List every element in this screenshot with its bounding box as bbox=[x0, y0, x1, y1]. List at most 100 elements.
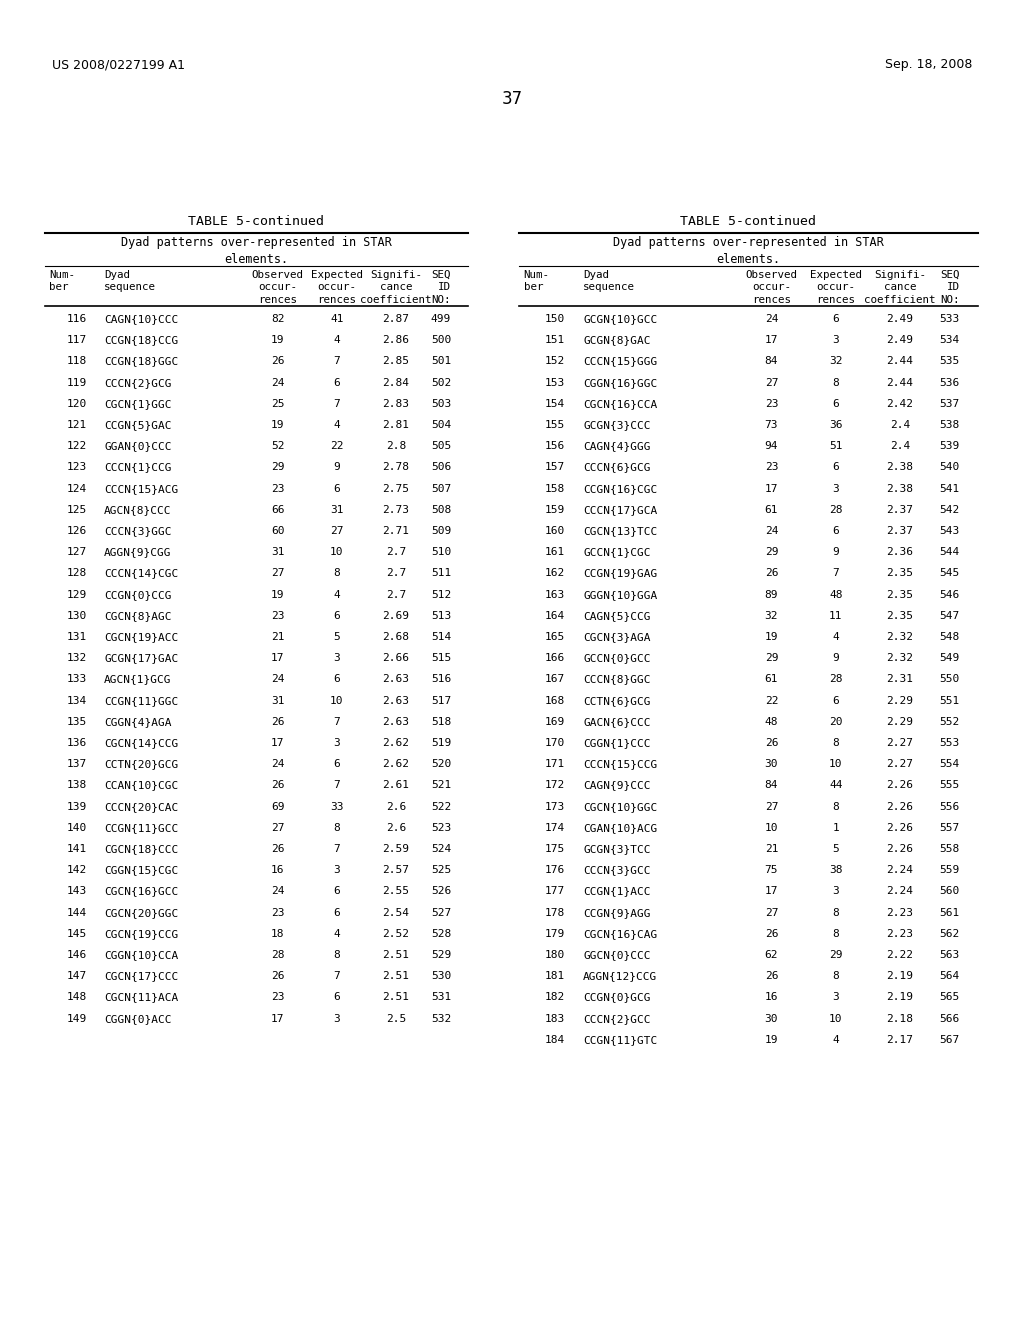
Text: 558: 558 bbox=[939, 843, 959, 854]
Text: 119: 119 bbox=[67, 378, 87, 388]
Text: CGCN{17}CCC: CGCN{17}CCC bbox=[104, 972, 178, 981]
Text: 33: 33 bbox=[330, 801, 344, 812]
Text: 5: 5 bbox=[833, 843, 839, 854]
Text: 1: 1 bbox=[833, 822, 839, 833]
Text: 531: 531 bbox=[431, 993, 452, 1002]
Text: 27: 27 bbox=[765, 801, 778, 812]
Text: 167: 167 bbox=[545, 675, 565, 684]
Text: 2.51: 2.51 bbox=[383, 972, 410, 981]
Text: 24: 24 bbox=[271, 378, 285, 388]
Text: 122: 122 bbox=[67, 441, 87, 451]
Text: 546: 546 bbox=[939, 590, 959, 599]
Text: CGAN{10}ACG: CGAN{10}ACG bbox=[584, 822, 657, 833]
Text: 8: 8 bbox=[833, 378, 839, 388]
Text: 23: 23 bbox=[271, 611, 285, 620]
Text: 554: 554 bbox=[939, 759, 959, 770]
Text: Signifi-
cance
coefficient: Signifi- cance coefficient bbox=[360, 271, 432, 305]
Text: 148: 148 bbox=[67, 993, 87, 1002]
Text: 2.4: 2.4 bbox=[890, 441, 910, 451]
Text: 559: 559 bbox=[939, 865, 959, 875]
Text: 48: 48 bbox=[829, 590, 843, 599]
Text: 125: 125 bbox=[67, 504, 87, 515]
Text: 2.38: 2.38 bbox=[887, 462, 913, 473]
Text: 130: 130 bbox=[67, 611, 87, 620]
Text: 561: 561 bbox=[939, 908, 959, 917]
Text: CCCN{15}ACG: CCCN{15}ACG bbox=[104, 483, 178, 494]
Text: 518: 518 bbox=[431, 717, 452, 727]
Text: 23: 23 bbox=[765, 399, 778, 409]
Text: 172: 172 bbox=[545, 780, 565, 791]
Text: 2.66: 2.66 bbox=[383, 653, 410, 663]
Text: 11: 11 bbox=[829, 611, 843, 620]
Text: 26: 26 bbox=[271, 843, 285, 854]
Text: CCTN{6}GCG: CCTN{6}GCG bbox=[584, 696, 651, 706]
Text: 128: 128 bbox=[67, 569, 87, 578]
Text: 519: 519 bbox=[431, 738, 452, 748]
Text: CAGN{4}GGG: CAGN{4}GGG bbox=[584, 441, 651, 451]
Text: 169: 169 bbox=[545, 717, 565, 727]
Text: 2.35: 2.35 bbox=[887, 611, 913, 620]
Text: 179: 179 bbox=[545, 929, 565, 939]
Text: 10: 10 bbox=[330, 548, 344, 557]
Text: 29: 29 bbox=[829, 950, 843, 960]
Text: 2.4: 2.4 bbox=[890, 420, 910, 430]
Text: 52: 52 bbox=[271, 441, 285, 451]
Text: CCGN{16}CGC: CCGN{16}CGC bbox=[584, 483, 657, 494]
Text: 19: 19 bbox=[765, 1035, 778, 1045]
Text: 157: 157 bbox=[545, 462, 565, 473]
Text: 26: 26 bbox=[271, 972, 285, 981]
Text: 26: 26 bbox=[271, 717, 285, 727]
Text: 548: 548 bbox=[939, 632, 959, 642]
Text: 2.23: 2.23 bbox=[887, 908, 913, 917]
Text: 73: 73 bbox=[765, 420, 778, 430]
Text: GACN{6}CCC: GACN{6}CCC bbox=[584, 717, 651, 727]
Text: 75: 75 bbox=[765, 865, 778, 875]
Text: 158: 158 bbox=[545, 483, 565, 494]
Text: 153: 153 bbox=[545, 378, 565, 388]
Text: GCGN{10}GCC: GCGN{10}GCC bbox=[584, 314, 657, 323]
Text: Signifi-
cance
coefficient: Signifi- cance coefficient bbox=[864, 271, 936, 305]
Text: 24: 24 bbox=[765, 314, 778, 323]
Text: 522: 522 bbox=[431, 801, 452, 812]
Text: 2.23: 2.23 bbox=[887, 929, 913, 939]
Text: 535: 535 bbox=[939, 356, 959, 367]
Text: 2.5: 2.5 bbox=[386, 1014, 407, 1023]
Text: 4: 4 bbox=[833, 1035, 839, 1045]
Text: 501: 501 bbox=[431, 356, 452, 367]
Text: 2.57: 2.57 bbox=[383, 865, 410, 875]
Text: CCGN{18}CCG: CCGN{18}CCG bbox=[104, 335, 178, 346]
Text: 6: 6 bbox=[334, 378, 340, 388]
Text: CCGN{18}GGC: CCGN{18}GGC bbox=[104, 356, 178, 367]
Text: 534: 534 bbox=[939, 335, 959, 346]
Text: CGCN{19}ACC: CGCN{19}ACC bbox=[104, 632, 178, 642]
Text: 182: 182 bbox=[545, 993, 565, 1002]
Text: 4: 4 bbox=[334, 420, 340, 430]
Text: 500: 500 bbox=[431, 335, 452, 346]
Text: 549: 549 bbox=[939, 653, 959, 663]
Text: 539: 539 bbox=[939, 441, 959, 451]
Text: CCAN{10}CGC: CCAN{10}CGC bbox=[104, 780, 178, 791]
Text: 84: 84 bbox=[765, 356, 778, 367]
Text: 537: 537 bbox=[939, 399, 959, 409]
Text: 116: 116 bbox=[67, 314, 87, 323]
Text: 4: 4 bbox=[334, 590, 340, 599]
Text: CGGN{16}GGC: CGGN{16}GGC bbox=[584, 378, 657, 388]
Text: 550: 550 bbox=[939, 675, 959, 684]
Text: 560: 560 bbox=[939, 887, 959, 896]
Text: 21: 21 bbox=[765, 843, 778, 854]
Text: 27: 27 bbox=[765, 908, 778, 917]
Text: 510: 510 bbox=[431, 548, 452, 557]
Text: 562: 562 bbox=[939, 929, 959, 939]
Text: 28: 28 bbox=[271, 950, 285, 960]
Text: 6: 6 bbox=[833, 696, 839, 706]
Text: 38: 38 bbox=[829, 865, 843, 875]
Text: CGGN{10}CCA: CGGN{10}CCA bbox=[104, 950, 178, 960]
Text: CCCN{6}GCG: CCCN{6}GCG bbox=[584, 462, 651, 473]
Text: 183: 183 bbox=[545, 1014, 565, 1023]
Text: 544: 544 bbox=[939, 548, 959, 557]
Text: 17: 17 bbox=[765, 887, 778, 896]
Text: CGCN{20}GGC: CGCN{20}GGC bbox=[104, 908, 178, 917]
Text: 2.63: 2.63 bbox=[383, 696, 410, 706]
Text: 166: 166 bbox=[545, 653, 565, 663]
Text: 23: 23 bbox=[271, 483, 285, 494]
